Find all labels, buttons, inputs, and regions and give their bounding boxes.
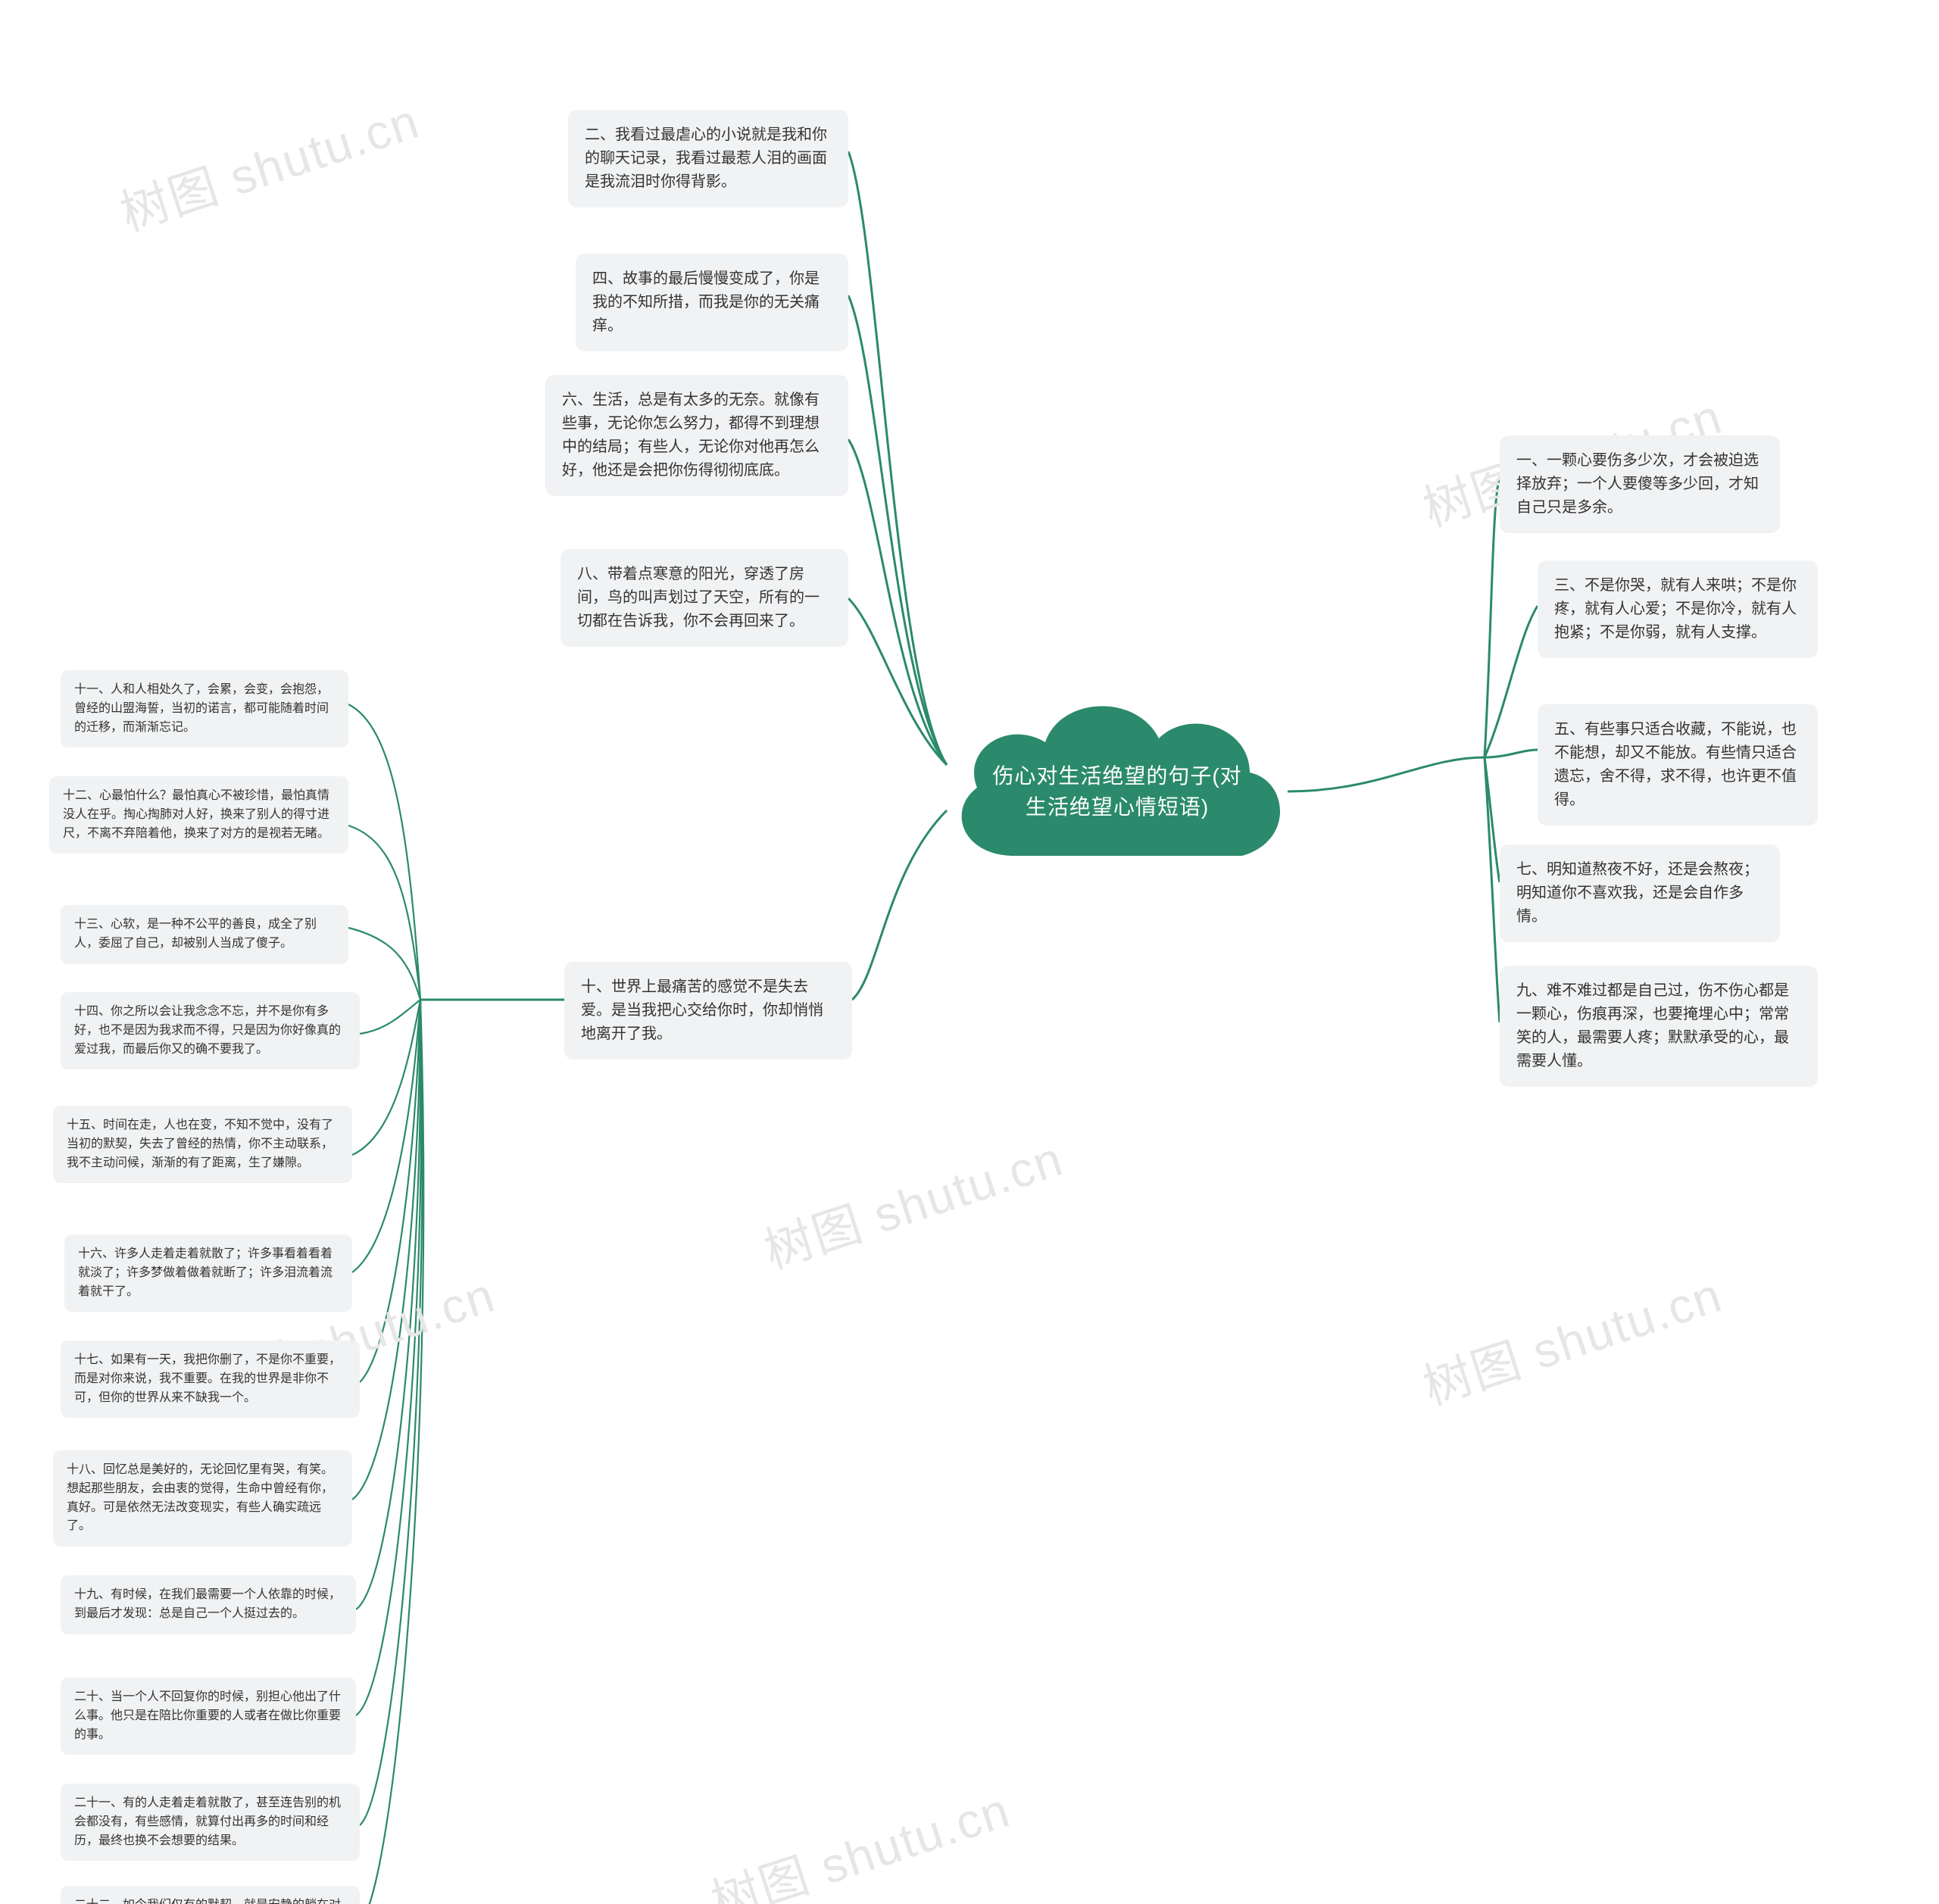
center-title: 伤心对生活绝望的句子(对 生活绝望心情短语) — [985, 761, 1250, 822]
edge-n20 — [356, 1000, 421, 1715]
node-20: 二十、当一个人不回复你的时候，别担心他出了什么事。他只是在陪比你重要的人或者在做… — [61, 1678, 356, 1755]
node-6: 六、生活，总是有太多的无奈。就像有些事，无论你怎么努力，都得不到理想中的结局；有… — [545, 375, 848, 496]
edge-n17 — [360, 1000, 420, 1382]
node-11: 十一、人和人相处久了，会累，会变，会抱怨，曾经的山盟海誓，当初的诺言，都可能随着… — [61, 670, 348, 748]
node-10: 十、世界上最痛苦的感觉不是失去爱。是当我把心交给你时，你却悄悄地离开了我。 — [564, 962, 852, 1060]
center-title-line1: 伤心对生活绝望的句子(对 — [992, 764, 1241, 788]
edge-n13 — [348, 928, 420, 1000]
edge-n12 — [348, 826, 420, 1000]
node-12: 十二、心最怕什么？最怕真心不被珍惜，最怕真情没人在乎。掏心掏肺对人好，换来了别人… — [49, 776, 348, 854]
edge-n3 — [1485, 606, 1538, 757]
node-18: 十八、回忆总是美好的，无论回忆里有哭，有笑。想起那些朋友，会由衷的觉得，生命中曾… — [53, 1450, 352, 1547]
node-7: 七、明知道熬夜不好，还是会熬夜；明知道你不喜欢我，还是会自作多情。 — [1500, 844, 1780, 942]
edge-n22 — [360, 1000, 423, 1904]
edge-n21 — [360, 1000, 423, 1825]
edge-n19 — [356, 1000, 420, 1609]
watermark: 树图 shutu.cn — [754, 1120, 1071, 1282]
edge-n11 — [348, 704, 420, 1000]
edge-n7 — [1485, 757, 1500, 882]
node-17: 十七、如果有一天，我把你删了，不是你不重要，而是对你来说，我不重要。在我的世界是… — [61, 1341, 360, 1418]
edge-n1 — [1485, 477, 1500, 757]
node-4: 四、故事的最后慢慢变成了，你是我的不知所措，而我是你的无关痛痒。 — [576, 254, 848, 351]
node-9: 九、难不难过都是自己过，伤不伤心都是一颗心，伤痕再深，也要掩埋心中；常常笑的人，… — [1500, 966, 1818, 1087]
node-2: 二、我看过最虐心的小说就是我和你的聊天记录，我看过最惹人泪的画面是我流泪时你得背… — [568, 110, 848, 208]
node-1: 一、一颗心要伤多少次，才会被迫选择放弃；一个人要傻等多少回，才知自己只是多余。 — [1500, 435, 1780, 533]
edge-n5 — [1485, 750, 1538, 757]
edge-n18 — [352, 1000, 420, 1500]
watermark: 树图 shutu.cn — [701, 1771, 1018, 1904]
node-19: 十九、有时候，在我们最需要一个人依靠的时候，到最后才发现：总是自己一个人挺过去的… — [61, 1575, 356, 1634]
watermark: 树图 shutu.cn — [1413, 1256, 1730, 1419]
node-16: 十六、许多人走着走着就散了；许多事看着看着就淡了；许多梦做着做着就断了；许多泪流… — [64, 1234, 352, 1312]
node-15: 十五、时间在走，人也在变，不知不觉中，没有了当初的默契，失去了曾经的热情，你不主… — [53, 1106, 352, 1183]
center-title-line2: 生活绝望心情短语) — [1026, 795, 1209, 819]
node-3: 三、不是你哭，就有人来哄；不是你疼，就有人心爱；不是你冷，就有人抱紧；不是你弱，… — [1538, 560, 1818, 658]
node-21: 二十一、有的人走着走着就散了，甚至连告别的机会都没有，有些感情，就算付出再多的时… — [61, 1784, 360, 1861]
node-14: 十四、你之所以会让我念念不忘，并不是你有多好，也不是因为我求而不得，只是因为你好… — [61, 992, 360, 1069]
node-8: 八、带着点寒意的阳光，穿透了房间，鸟的叫声划过了天空，所有的一切都在告诉我，你不… — [560, 549, 848, 647]
watermark: 树图 shutu.cn — [111, 83, 427, 245]
edge-right-trunk — [1288, 757, 1485, 791]
node-13: 十三、心软，是一种不公平的善良，成全了别人，委屈了自己，却被别人当成了傻子。 — [61, 905, 348, 964]
node-22: 二十二、如今我们仅有的默契，就是安静的躺在对方的好友列表里，不闻不问，互不打扰，… — [61, 1886, 360, 1904]
edge-n9 — [1485, 757, 1500, 1022]
edge-n14 — [360, 1000, 420, 1034]
node-5: 五、有些事只适合收藏，不能说，也不能想，却又不能放。有些情只适合遗忘，舍不得，求… — [1538, 704, 1818, 826]
edge-n16 — [352, 1000, 420, 1272]
edge-n15 — [352, 1000, 420, 1155]
